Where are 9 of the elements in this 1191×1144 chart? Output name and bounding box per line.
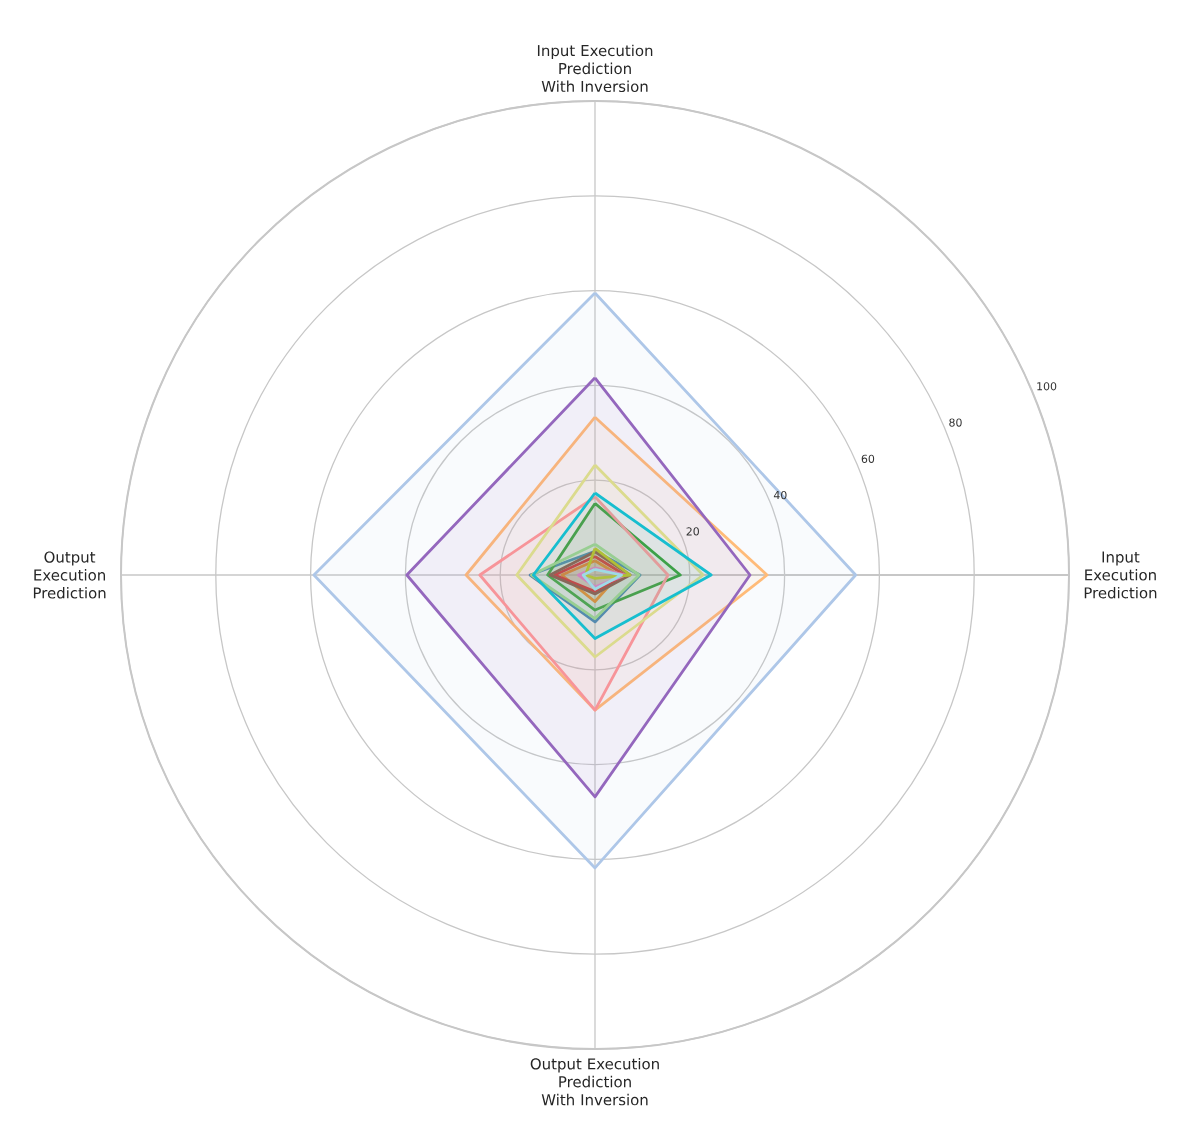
y-tick-label: 40 — [773, 490, 787, 500]
spoke-label: Output Execution Prediction — [33, 551, 106, 599]
spoke-label: Input Execution Prediction — [1084, 551, 1157, 599]
spoke-label: Output Execution Prediction With Inversion — [530, 1057, 659, 1106]
spoke-label: Input Execution Prediction With Inversion — [537, 44, 653, 93]
y-tick-label: 60 — [861, 454, 875, 463]
y-tick-label: 100 — [1037, 382, 1057, 391]
y-tick-label: 80 — [949, 418, 962, 427]
y-tick-label: 20 — [686, 527, 699, 536]
